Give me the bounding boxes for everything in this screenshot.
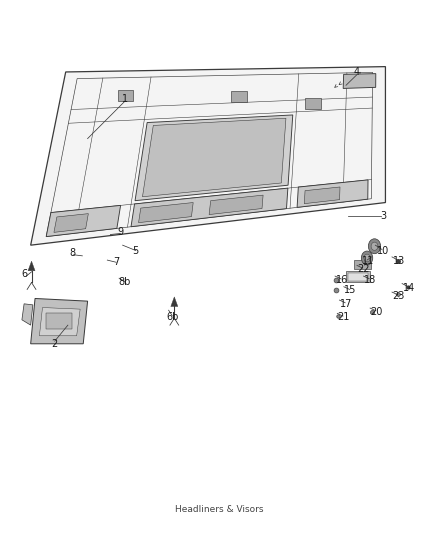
Text: 18: 18 xyxy=(364,275,376,285)
Text: 13: 13 xyxy=(392,256,405,266)
Text: Headliners & Visors: Headliners & Visors xyxy=(175,505,263,513)
Text: 5: 5 xyxy=(133,246,139,255)
Text: 16: 16 xyxy=(336,275,348,285)
Polygon shape xyxy=(131,188,288,227)
Polygon shape xyxy=(31,67,385,245)
Text: 20: 20 xyxy=(371,307,383,317)
Text: 23: 23 xyxy=(392,291,405,301)
Text: 1: 1 xyxy=(122,94,128,103)
Text: 10: 10 xyxy=(377,246,389,255)
Text: 22: 22 xyxy=(357,264,370,274)
Text: 8b: 8b xyxy=(119,278,131,287)
Bar xyxy=(117,91,133,101)
Text: 3: 3 xyxy=(380,211,386,221)
Polygon shape xyxy=(171,297,178,306)
Polygon shape xyxy=(46,205,120,237)
Text: 2: 2 xyxy=(52,339,58,349)
Polygon shape xyxy=(142,118,286,197)
Polygon shape xyxy=(297,180,368,207)
Polygon shape xyxy=(54,214,88,232)
Text: 4: 4 xyxy=(354,67,360,77)
Polygon shape xyxy=(39,308,80,336)
Circle shape xyxy=(371,242,378,251)
Text: 6b: 6b xyxy=(167,312,179,322)
Polygon shape xyxy=(209,195,263,215)
Polygon shape xyxy=(28,261,35,271)
Text: 7: 7 xyxy=(113,257,119,267)
Polygon shape xyxy=(138,203,193,223)
Text: 8: 8 xyxy=(69,248,75,258)
Text: 15: 15 xyxy=(344,286,357,295)
Polygon shape xyxy=(31,298,88,344)
Text: 17: 17 xyxy=(340,299,352,309)
Text: 11: 11 xyxy=(362,256,374,266)
Text: 21: 21 xyxy=(338,312,350,322)
Circle shape xyxy=(364,254,370,262)
Bar xyxy=(231,91,247,102)
Bar xyxy=(46,313,72,329)
Bar xyxy=(348,273,368,281)
Circle shape xyxy=(361,251,373,265)
Text: 6: 6 xyxy=(21,270,27,279)
Circle shape xyxy=(368,239,381,254)
Polygon shape xyxy=(304,187,340,204)
Polygon shape xyxy=(343,74,376,88)
Polygon shape xyxy=(22,304,33,325)
Text: 9: 9 xyxy=(117,227,124,237)
Bar xyxy=(305,99,321,109)
Polygon shape xyxy=(135,115,293,201)
Text: 14: 14 xyxy=(403,283,416,293)
Bar xyxy=(354,260,371,269)
Bar xyxy=(346,271,370,282)
